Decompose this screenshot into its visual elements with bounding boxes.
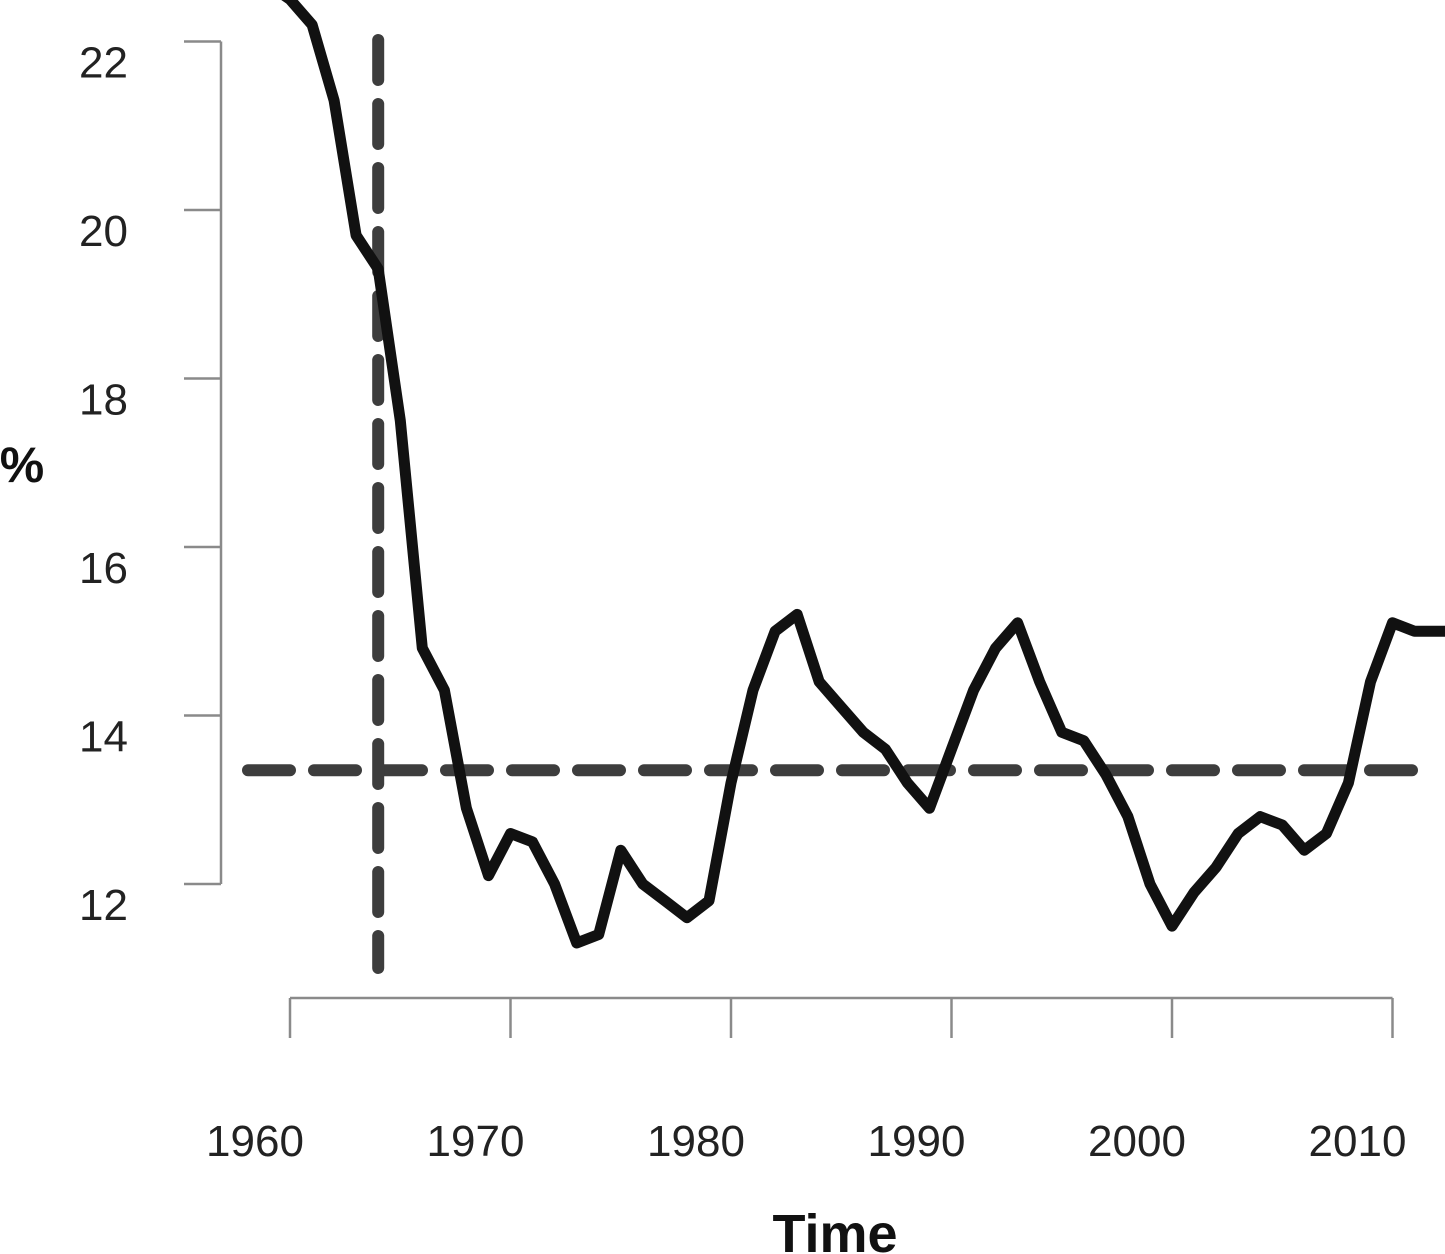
series-layer: [281, 0, 1445, 949]
y-axis: 12 14 16 18 20 22: [79, 39, 223, 930]
y-tick-label: 16: [79, 544, 128, 593]
x-axis-title: Time: [772, 1204, 897, 1254]
x-tick-label: 1960: [206, 1117, 304, 1166]
x-tick-label: 1990: [868, 1117, 966, 1166]
reference-lines: [242, 34, 1432, 974]
x-tick-label: 2010: [1309, 1117, 1407, 1166]
y-tick-label: 14: [79, 713, 128, 762]
x-tick-label: 2000: [1088, 1117, 1186, 1166]
y-tick-label: 12: [79, 881, 128, 930]
y-tick-label: 22: [79, 39, 128, 88]
x-tick-label: 1980: [647, 1117, 745, 1166]
x-axis: 1960 1970 1980 1990 2000 2010: [206, 996, 1407, 1166]
y-tick-label: 20: [79, 207, 128, 256]
series-line: [281, 0, 1445, 949]
y-tick-label: 18: [79, 376, 128, 425]
x-tick-label: 1970: [427, 1117, 525, 1166]
y-axis-title: %: [0, 437, 44, 493]
